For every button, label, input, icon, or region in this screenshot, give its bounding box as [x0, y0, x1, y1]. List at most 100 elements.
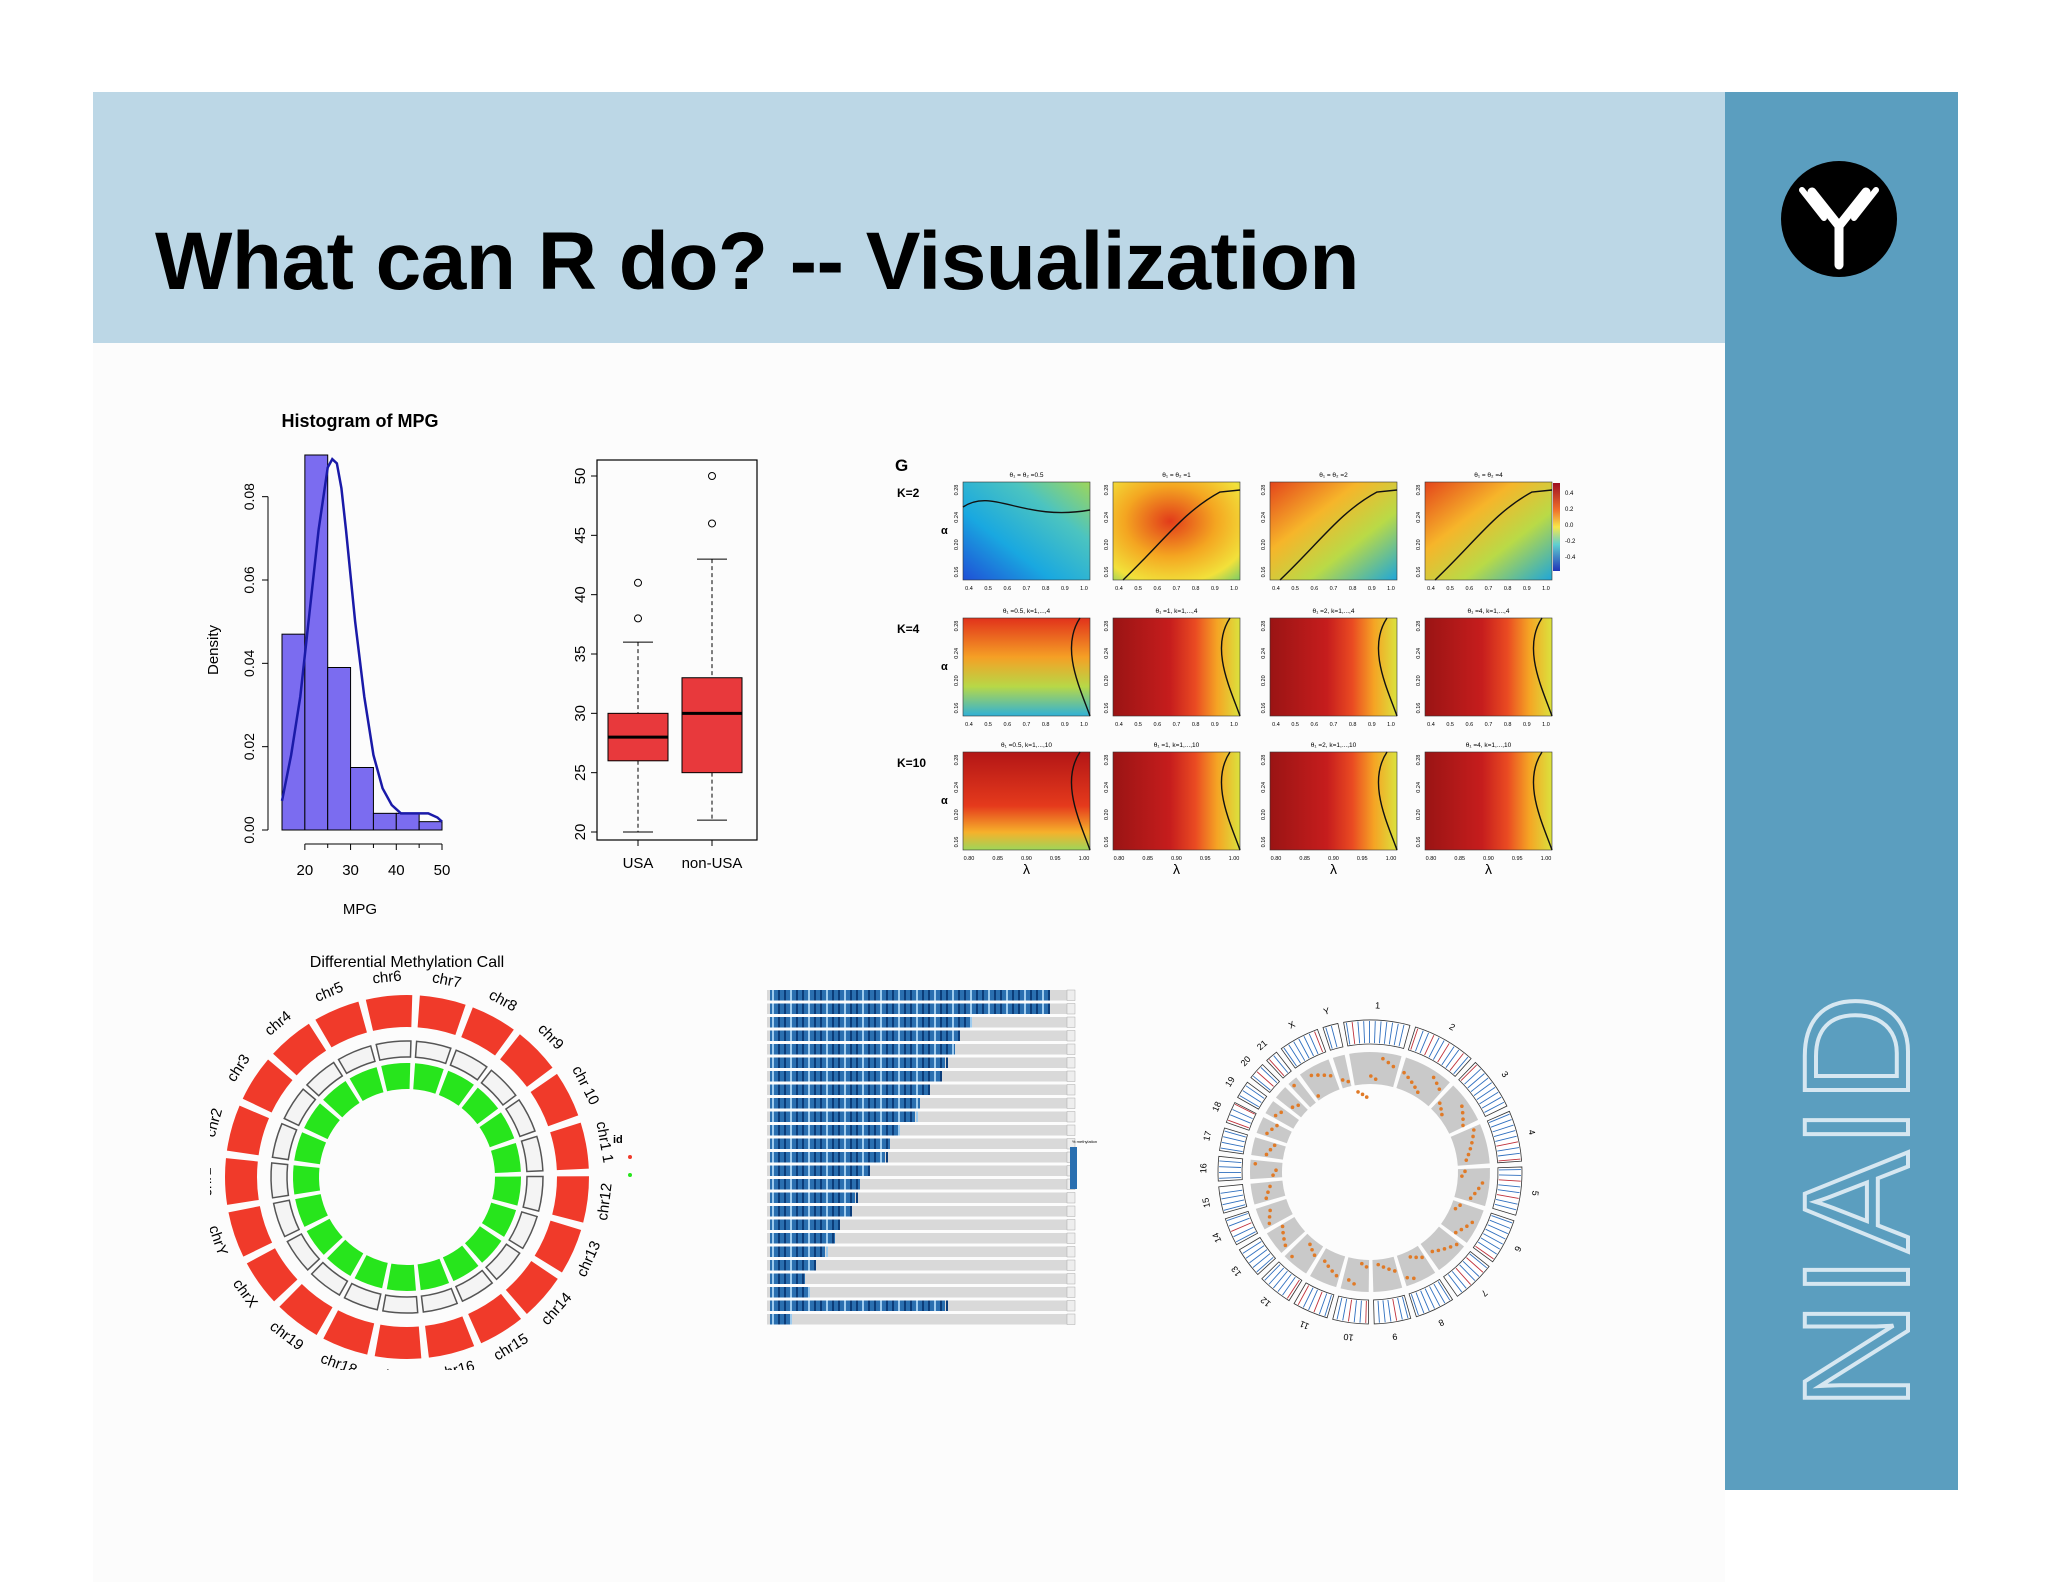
methylation-stripe	[808, 1165, 810, 1176]
methylation-stripe	[952, 1030, 954, 1041]
circos-track	[1266, 1217, 1306, 1253]
methylation-inner-segment	[327, 1239, 364, 1276]
methylation-stripe	[808, 1044, 810, 1055]
circos-point	[1267, 1215, 1272, 1219]
heatmap-y-tick: 0.20	[1416, 809, 1422, 820]
heatmap-y-tick: 0.28	[1104, 755, 1110, 766]
circos-tick	[1420, 1290, 1430, 1312]
methylation-stripe	[1030, 1003, 1032, 1014]
methylation-stripe	[826, 990, 828, 1001]
methylation-stripe	[802, 1192, 804, 1203]
methylation-stripe	[796, 1165, 798, 1176]
methylation-stripe	[934, 1003, 936, 1014]
heatmap-xlabel: λ	[1330, 861, 1337, 875]
heatmap-col-title: θ₁ =2, k=1,...,10	[1311, 742, 1357, 749]
circos-tick	[1498, 1184, 1521, 1188]
methylation-stripe	[790, 1071, 792, 1082]
methylation-stripe	[808, 1138, 810, 1149]
methylation-stripe	[892, 1017, 894, 1028]
circos-tick	[1223, 1204, 1246, 1211]
methylation-bar	[770, 1138, 890, 1149]
methylation-stripe	[832, 1206, 834, 1217]
methylation-stripe	[778, 1233, 780, 1244]
circos-tick	[1448, 1274, 1463, 1293]
circos-tick	[1233, 1226, 1254, 1238]
circos-label: 21	[1255, 1038, 1269, 1052]
chromosome-ideogram	[272, 1199, 301, 1238]
methylation-outer-segment	[505, 1261, 558, 1314]
methylation-stripe	[790, 1152, 792, 1163]
heatmap-x-tick: 0.8	[1504, 722, 1512, 728]
circos-point	[1473, 1191, 1477, 1196]
methylation-stripe	[784, 1260, 786, 1271]
methylation-stripe	[796, 1071, 798, 1082]
methylation-stripe	[790, 1003, 792, 1014]
methylation-stripe	[820, 1152, 822, 1163]
heatmap-x-tick: 1.0	[1230, 722, 1238, 728]
y-tick-label: 50	[572, 468, 589, 485]
circos-label: 13	[1229, 1264, 1243, 1278]
methylation-stripe	[802, 1003, 804, 1014]
methylation-stripe	[886, 1044, 888, 1055]
circos-tick	[1388, 1022, 1394, 1045]
methylation-stripe	[814, 1219, 816, 1230]
methylation-stripe	[928, 1071, 930, 1082]
heatmap-contour	[1377, 617, 1398, 717]
methylation-stripe	[850, 1071, 852, 1082]
methylation-stripe	[832, 1192, 834, 1203]
methylation-stripe	[832, 1138, 834, 1149]
methylation-stripe	[838, 1219, 840, 1230]
methylation-stripe	[772, 1125, 774, 1136]
methylation-stripe	[880, 1030, 882, 1041]
bar-track	[767, 1206, 1067, 1217]
methylation-stripe	[856, 1138, 858, 1149]
methylation-stripe	[838, 1098, 840, 1109]
x-tick-label: 30	[342, 862, 359, 879]
methylation-stripe	[796, 1219, 798, 1230]
methylation-stripe	[886, 1098, 888, 1109]
methylation-stripe	[814, 1165, 816, 1176]
methylation-stripe	[814, 1152, 816, 1163]
methylation-stripe	[808, 1300, 810, 1311]
methylation-stripe	[820, 1003, 822, 1014]
legend-green-dot	[628, 1173, 632, 1177]
methylation-stripe	[796, 1273, 798, 1284]
heatmap-cell	[1424, 617, 1553, 717]
methylation-stripe	[826, 1057, 828, 1068]
methylation-stripe	[784, 1246, 786, 1257]
heatmap-contour	[962, 499, 1091, 514]
circos-point	[1460, 1110, 1465, 1115]
circos-point	[1272, 1143, 1277, 1148]
methylation-stripe	[796, 1138, 798, 1149]
methylation-stripe	[862, 990, 864, 1001]
circos-tick	[1277, 1273, 1292, 1292]
methylation-stripe	[778, 1165, 780, 1176]
circos-point	[1416, 1090, 1420, 1095]
bar-track	[767, 1314, 1067, 1325]
circos-label: X	[1287, 1019, 1297, 1031]
circos-point	[1376, 1262, 1381, 1267]
methylation-stripe	[790, 1314, 792, 1325]
circos-tick	[1392, 1298, 1398, 1321]
methylation-stripe	[784, 1084, 786, 1095]
methylation-stripe	[778, 1206, 780, 1217]
circos-track	[1396, 1057, 1450, 1107]
y-tick-label: 30	[572, 705, 589, 722]
circos-tick	[1219, 1160, 1242, 1164]
methylation-stripe	[874, 1098, 876, 1109]
methylation-stripe	[856, 1030, 858, 1041]
methylation-stripe	[1048, 990, 1050, 1001]
circos-tick	[1410, 1294, 1419, 1316]
methylation-stripe	[772, 1192, 774, 1203]
circos-point	[1312, 1253, 1317, 1258]
circos-tick	[1239, 1095, 1259, 1108]
methylation-stripe	[910, 1300, 912, 1311]
heatmap-y-tick: 0.28	[1261, 755, 1267, 766]
methylation-stripe	[796, 1152, 798, 1163]
methylation-stripe	[790, 1233, 792, 1244]
methylation-stripe	[784, 1030, 786, 1041]
circos-tick	[1496, 1141, 1519, 1147]
circos-point	[1434, 1081, 1439, 1086]
chromosome-ideogram	[520, 1135, 544, 1173]
methylation-inner-segment	[479, 1112, 515, 1148]
